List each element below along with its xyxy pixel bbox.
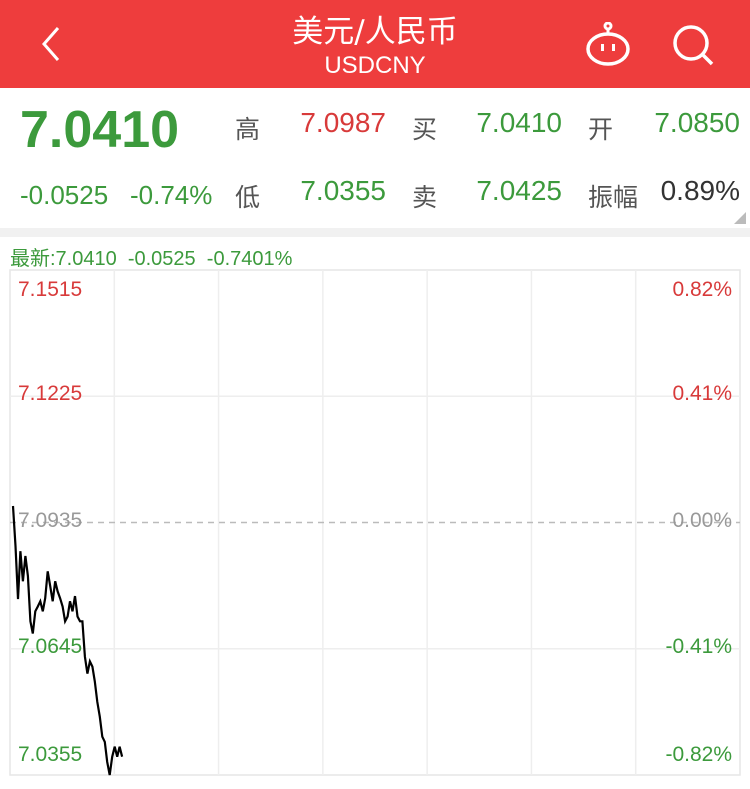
pct-tick-label: -0.82% [665, 743, 732, 766]
y-tick-label: 7.1515 [18, 278, 83, 301]
header: 美元/人民币 USDCNY [0, 0, 750, 88]
pct-tick-label: -0.41% [665, 634, 732, 658]
price-change-pct: -0.74% [130, 180, 213, 210]
expand-corner-icon[interactable] [734, 212, 746, 224]
bid-value: 7.0410 [476, 107, 562, 138]
divider [0, 228, 750, 237]
open-value: 7.0850 [654, 107, 740, 138]
latest-summary: 最新:7.0410 -0.0525 -0.7401% [10, 248, 293, 270]
pct-tick-label: 0.82% [672, 278, 732, 301]
y-tick-label: 7.0935 [18, 508, 83, 532]
pct-tick-label: 0.41% [672, 382, 732, 406]
ask-label: 卖 [412, 183, 438, 212]
amplitude-value: 0.89% [660, 175, 740, 206]
ask-value: 7.0425 [476, 175, 562, 206]
high-label: 高 [235, 115, 261, 144]
pct-tick-label: 0.00% [672, 508, 732, 532]
symbol-code: USDCNY [324, 52, 426, 79]
price-change: -0.0525 [20, 180, 109, 210]
y-tick-label: 7.1225 [18, 382, 83, 406]
amplitude-label: 振幅 [588, 183, 639, 212]
robot-icon[interactable] [584, 22, 632, 66]
y-tick-label: 7.0645 [18, 634, 83, 658]
back-chevron-icon[interactable] [34, 24, 74, 64]
last-price: 7.0410 [20, 101, 180, 159]
y-tick-label: 7.0355 [18, 743, 83, 766]
high-value: 7.0987 [300, 107, 386, 138]
low-value: 7.0355 [300, 175, 386, 206]
low-label: 低 [235, 183, 261, 212]
price-line [11, 505, 124, 776]
open-label: 开 [588, 115, 614, 144]
search-icon[interactable] [670, 22, 716, 68]
page-title: 美元/人民币 [292, 14, 458, 50]
bid-label: 买 [412, 115, 438, 144]
